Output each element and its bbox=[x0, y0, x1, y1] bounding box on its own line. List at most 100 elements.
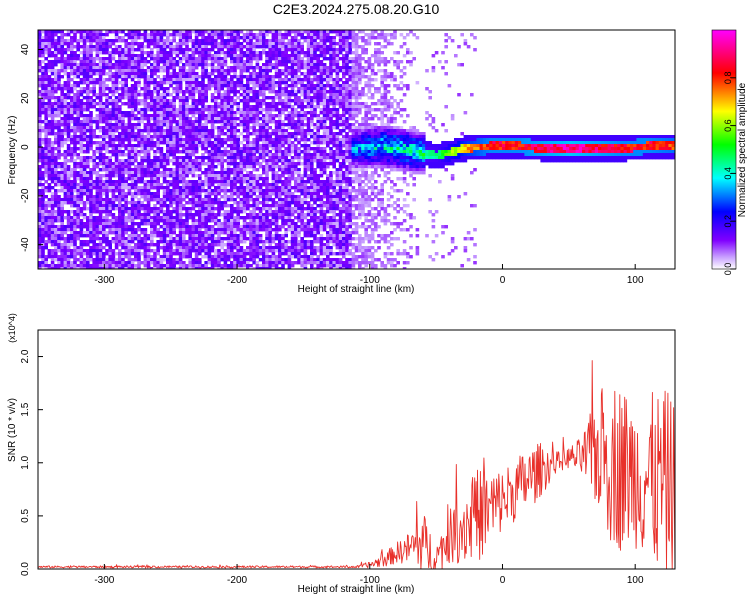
spectrogram-cell bbox=[172, 183, 176, 187]
spectrogram-cell bbox=[156, 174, 160, 178]
spectrogram-cell bbox=[268, 51, 272, 55]
spectrogram-cell bbox=[185, 228, 189, 232]
spectrogram-cell bbox=[178, 231, 183, 235]
spectrogram-cell bbox=[38, 147, 42, 151]
spectrogram-cell bbox=[114, 171, 119, 175]
spectrogram-cell bbox=[121, 132, 125, 136]
spectrogram-cell bbox=[223, 228, 228, 232]
spectrogram-cell bbox=[66, 120, 71, 124]
spectrogram-cell bbox=[182, 69, 186, 73]
spectrogram-cell bbox=[262, 129, 266, 133]
spectrogram-cell bbox=[60, 213, 64, 217]
spectrogram-cell bbox=[150, 243, 154, 247]
spectrogram-cell bbox=[252, 144, 256, 148]
spectrogram-cell bbox=[198, 180, 202, 184]
spectrogram-cell bbox=[169, 138, 173, 142]
spectrogram-cell bbox=[191, 180, 196, 184]
spectrogram-cell bbox=[38, 144, 42, 148]
spectrogram-cell bbox=[66, 240, 71, 244]
spectrogram-cell bbox=[233, 231, 237, 235]
spectrogram-cell bbox=[226, 183, 231, 187]
spectrogram-cell bbox=[86, 234, 90, 238]
spectrogram-cell bbox=[262, 204, 266, 208]
spectrogram-cell bbox=[265, 108, 269, 112]
spectrogram-cell bbox=[143, 192, 148, 196]
spectrogram-cell bbox=[127, 87, 132, 91]
spectrogram-cell bbox=[130, 174, 135, 178]
spectrogram-cell bbox=[239, 183, 244, 187]
spectrogram-cell bbox=[124, 60, 128, 64]
spectrogram-cell bbox=[73, 138, 77, 142]
spectrogram-cell bbox=[63, 108, 68, 112]
spectrogram-cell bbox=[124, 207, 128, 211]
spectrogram-cell bbox=[150, 42, 154, 46]
spectrogram-cell bbox=[79, 39, 84, 43]
spectrogram-cell bbox=[182, 234, 186, 238]
spectrogram-cell bbox=[239, 108, 244, 112]
spectrogram-cell bbox=[76, 72, 80, 76]
spectrogram-cell bbox=[89, 144, 93, 148]
spectrogram-cell bbox=[246, 42, 250, 46]
spectrogram-cell bbox=[105, 165, 109, 169]
spectrogram-cell bbox=[92, 162, 96, 166]
spectrogram-cell bbox=[166, 90, 170, 94]
spectrogram-cell bbox=[191, 183, 196, 187]
spectrogram-cell bbox=[114, 39, 119, 43]
spectrogram-cell bbox=[178, 75, 183, 79]
spectrogram-cell bbox=[204, 180, 208, 184]
spectrogram-cell bbox=[105, 72, 109, 76]
spectrogram-cell bbox=[38, 198, 42, 202]
spectrogram-cell bbox=[47, 198, 52, 202]
spectrogram-cell bbox=[130, 192, 135, 196]
spectrogram-cell bbox=[188, 243, 192, 247]
spectrogram-cell bbox=[172, 237, 176, 241]
spectrogram-cell bbox=[50, 120, 55, 124]
spectrogram-cell bbox=[137, 123, 141, 127]
spectrogram-cell bbox=[70, 114, 74, 118]
spectrogram-cell bbox=[41, 36, 45, 40]
spectrogram-cell bbox=[105, 162, 109, 166]
spectrogram-cell bbox=[54, 153, 58, 157]
spectrogram-cell bbox=[230, 102, 234, 106]
spectrogram-cell bbox=[92, 90, 96, 94]
spectrogram-cell bbox=[130, 264, 135, 268]
spectrogram-cell bbox=[63, 177, 68, 181]
spectrogram-cell bbox=[236, 222, 240, 226]
spectrogram-cell bbox=[233, 111, 237, 115]
spectrogram-cell bbox=[217, 243, 221, 247]
spectrogram-cell bbox=[210, 72, 215, 76]
spectrogram-cell bbox=[188, 36, 192, 40]
spectrogram-cell bbox=[255, 57, 260, 61]
spectrogram-cell bbox=[230, 51, 234, 55]
spectrogram-cell bbox=[79, 156, 84, 160]
spectrogram-cell bbox=[98, 144, 103, 148]
spectrogram-cell bbox=[73, 240, 77, 244]
spectrogram-cell bbox=[217, 96, 221, 100]
spectrogram-cell bbox=[271, 39, 276, 43]
spectrogram-cell bbox=[178, 72, 183, 76]
spectrogram-cell bbox=[220, 180, 224, 184]
spectrogram-cell bbox=[214, 33, 218, 37]
spectrogram-cell bbox=[258, 51, 263, 55]
spectrogram-cell bbox=[50, 186, 55, 190]
spectrogram-cell bbox=[150, 249, 154, 253]
spectrogram-cell bbox=[41, 222, 45, 226]
spectrogram-cell bbox=[182, 183, 186, 187]
spectrogram-cell bbox=[185, 267, 189, 269]
spectrogram-cell bbox=[70, 237, 74, 241]
spectrogram-cell bbox=[169, 201, 173, 205]
spectrogram-cell bbox=[172, 231, 176, 235]
spectrogram-cell bbox=[146, 123, 151, 127]
spectrogram-cell bbox=[159, 105, 164, 109]
spectrogram-cell bbox=[239, 150, 244, 154]
spectrogram-cell bbox=[249, 144, 253, 148]
spectrogram-cell bbox=[127, 219, 132, 223]
spectrogram-cell bbox=[185, 81, 189, 85]
spectrogram-cell bbox=[242, 87, 247, 91]
spectrogram-cell bbox=[47, 126, 52, 130]
spectrogram-cell bbox=[50, 180, 55, 184]
spectrogram-cell bbox=[121, 264, 125, 268]
spectrogram-cell bbox=[172, 51, 176, 55]
spectrogram-cell bbox=[86, 36, 90, 40]
spectrogram-cell bbox=[207, 204, 212, 208]
